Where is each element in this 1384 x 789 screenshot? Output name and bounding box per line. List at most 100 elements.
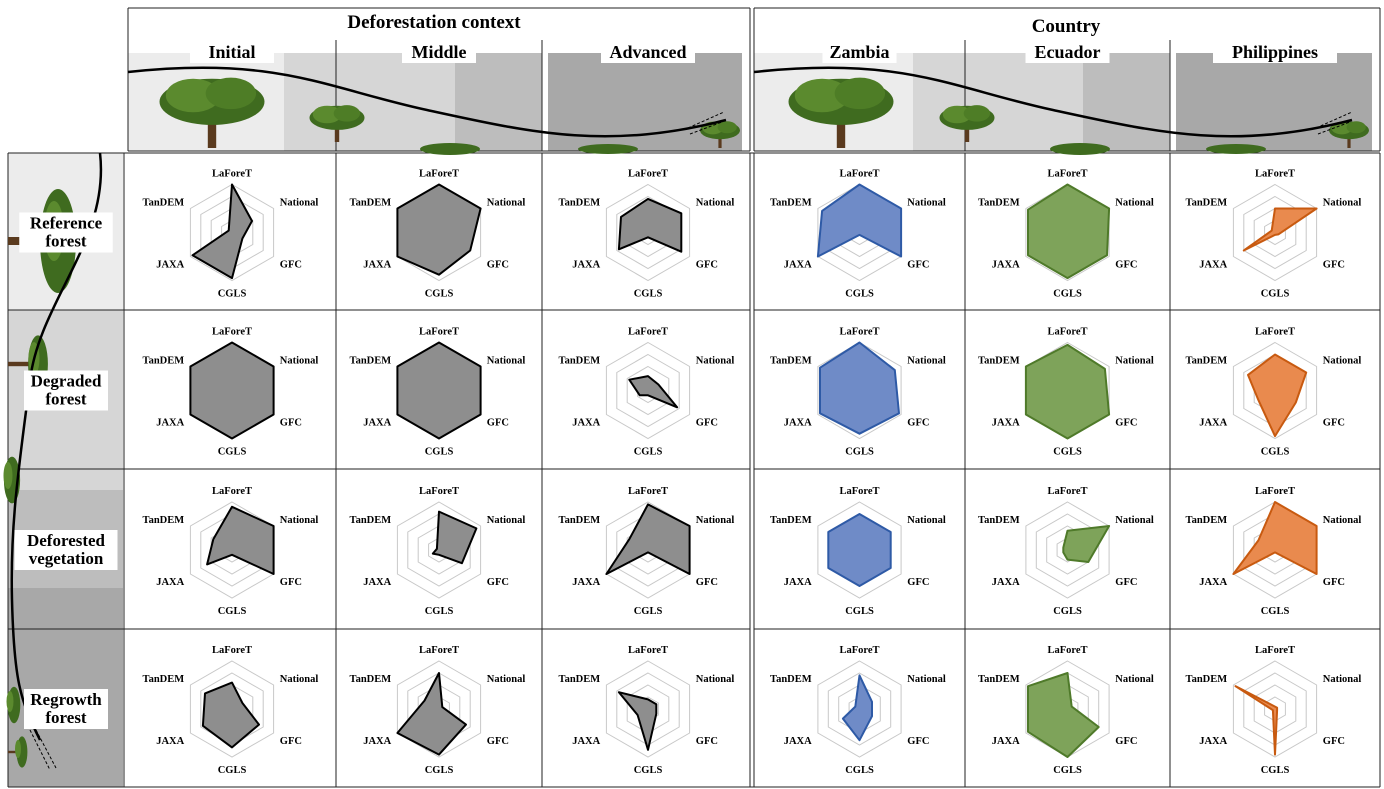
- axis-label: JAXA: [156, 418, 184, 429]
- axis-label: National: [1323, 515, 1362, 526]
- band-dark: [1083, 53, 1170, 151]
- column-title: Advanced: [609, 42, 686, 62]
- axis-label: JAXA: [1199, 736, 1227, 747]
- axis-label: JAXA: [784, 260, 812, 271]
- axis-label: TanDEM: [1186, 515, 1228, 526]
- axis-label: LaForeT: [1047, 645, 1087, 656]
- radar-panel: LaForeT National GFC CGLS JAXA TanDEM: [978, 169, 1154, 300]
- radar-series: [1027, 183, 1111, 280]
- axis-label: LaForeT: [839, 169, 879, 180]
- axis-label: CGLS: [1053, 765, 1082, 776]
- arrow-icon: [35, 729, 57, 769]
- radar-panel: LaForeT National GFC CGLS JAXA TanDEM: [1186, 645, 1362, 776]
- axis-label: TanDEM: [559, 674, 601, 685]
- column-title: Philippines: [1232, 42, 1318, 62]
- radar-series: [617, 691, 658, 751]
- axis-label: JAXA: [1199, 260, 1227, 271]
- axis-label: CGLS: [1261, 447, 1290, 458]
- axis-label: CGLS: [1261, 765, 1290, 776]
- tree-crown: [963, 105, 991, 122]
- axis-label: JAXA: [156, 260, 184, 271]
- radar-panel: LaForeT National GFC CGLS JAXA TanDEM: [770, 645, 946, 776]
- axis-label: National: [1115, 356, 1154, 367]
- axis-label: CGLS: [425, 606, 454, 617]
- axis-label: TanDEM: [978, 198, 1020, 209]
- axis-label: CGLS: [1261, 289, 1290, 300]
- radar-ring: [626, 365, 670, 416]
- radar-panel: LaForeT National GFC CGLS JAXA TanDEM: [978, 645, 1154, 776]
- axis-label: LaForeT: [839, 645, 879, 656]
- axis-label: CGLS: [1053, 289, 1082, 300]
- axis-label: CGLS: [634, 765, 663, 776]
- context-title: Deforestation context: [347, 12, 521, 33]
- radar-series: [1234, 685, 1279, 756]
- tree-crown: [6, 691, 14, 712]
- row-label-box: [24, 689, 108, 729]
- radar-panel: LaForeT National GFC CGLS JAXA TanDEM: [350, 645, 526, 776]
- column-title: Initial: [208, 42, 255, 62]
- axis-label: LaForeT: [212, 327, 252, 338]
- axis-label: LaForeT: [1255, 486, 1295, 497]
- axis-label: LaForeT: [839, 327, 879, 338]
- column-title: Ecuador: [1034, 42, 1100, 62]
- axis-label: TanDEM: [350, 198, 392, 209]
- radar-series: [206, 505, 275, 575]
- band-dark: [455, 53, 542, 151]
- tree-icon: [788, 77, 894, 148]
- radar-panel: LaForeT National GFC CGLS JAXA TanDEM: [559, 486, 735, 617]
- axis-label: TanDEM: [350, 356, 392, 367]
- radar-panel: LaForeT National GFC CGLS JAXA TanDEM: [770, 327, 946, 458]
- tree-icon: [8, 736, 28, 768]
- axis-label: CGLS: [425, 447, 454, 458]
- axis-label: GFC: [487, 736, 509, 747]
- radar-ring: [1232, 660, 1318, 758]
- axis-label: JAXA: [363, 260, 391, 271]
- radar-ring: [817, 660, 902, 758]
- radar-panel: LaForeT National GFC CGLS JAXA TanDEM: [559, 169, 735, 300]
- row-label: forest: [45, 390, 87, 409]
- shrub-icon: [1050, 143, 1110, 155]
- axis-label: National: [1323, 198, 1362, 209]
- shrub-icon: [420, 143, 480, 155]
- country-title: Country: [1032, 16, 1101, 37]
- axis-label: GFC: [907, 418, 929, 429]
- axis-label: CGLS: [845, 447, 874, 458]
- radar-series: [816, 183, 903, 258]
- arrow-icon: [29, 729, 51, 771]
- radar-panel: LaForeT National GFC CGLS JAXA TanDEM: [350, 169, 526, 300]
- radar-series: [617, 197, 683, 253]
- radar-series: [819, 341, 900, 435]
- axis-label: TanDEM: [143, 674, 185, 685]
- row-labels: ReferenceforestDegradedforestDeforestedv…: [14, 212, 118, 729]
- axis-label: National: [280, 674, 319, 685]
- axis-label: LaForeT: [628, 486, 668, 497]
- curve-line: [127, 66, 727, 138]
- axis-label: GFC: [1115, 260, 1137, 271]
- axis-label: National: [487, 674, 526, 685]
- radar-panel: LaForeT National GFC CGLS JAXA TanDEM: [978, 486, 1154, 617]
- axis-label: JAXA: [1199, 418, 1227, 429]
- tree-crown: [1346, 121, 1366, 134]
- radar-series: [628, 375, 679, 409]
- axis-label: JAXA: [572, 577, 600, 588]
- radar-ring: [189, 660, 275, 758]
- axis-label: CGLS: [845, 606, 874, 617]
- axis-label: JAXA: [992, 260, 1020, 271]
- axis-label: CGLS: [1261, 606, 1290, 617]
- radar-series: [1027, 672, 1100, 758]
- column-title: Middle: [411, 42, 466, 62]
- radar-panel: LaForeT National GFC CGLS JAXA TanDEM: [559, 645, 735, 776]
- axis-label: GFC: [1323, 736, 1345, 747]
- axis-label: LaForeT: [212, 169, 252, 180]
- axis-label: GFC: [280, 736, 302, 747]
- axis-label: GFC: [696, 577, 718, 588]
- radar-panel: LaForeT National GFC CGLS JAXA TanDEM: [143, 645, 319, 776]
- axis-label: CGLS: [845, 765, 874, 776]
- column-title-box: [822, 41, 897, 63]
- radar-ring: [1232, 341, 1318, 440]
- axis-label: National: [487, 356, 526, 367]
- axis-label: GFC: [696, 736, 718, 747]
- axis-label: TanDEM: [350, 674, 392, 685]
- axis-label: GFC: [487, 260, 509, 271]
- axis-label: JAXA: [363, 418, 391, 429]
